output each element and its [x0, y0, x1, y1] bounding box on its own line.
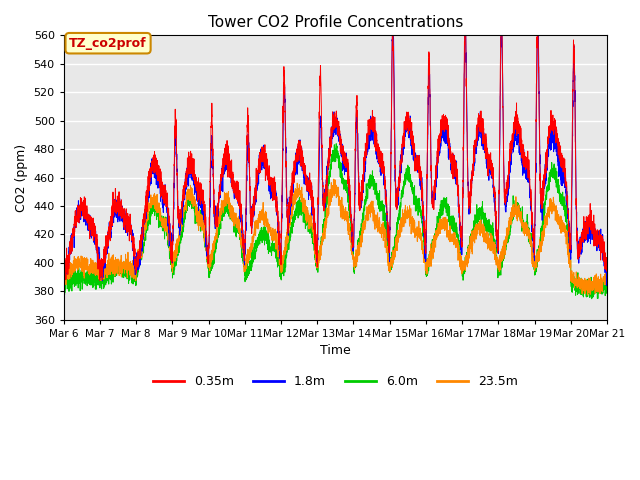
23.5m [603, 278, 611, 284]
1.8m [498, 13, 506, 19]
1.8m [488, 169, 495, 175]
0.35m [60, 269, 68, 275]
Text: TZ_co2prof: TZ_co2prof [69, 36, 147, 50]
6.0m [603, 290, 611, 296]
1.8m [603, 283, 611, 288]
6.0m [332, 141, 340, 146]
1.8m [157, 193, 165, 199]
0.35m [488, 173, 496, 179]
Legend: 0.35m, 1.8m, 6.0m, 23.5m: 0.35m, 1.8m, 6.0m, 23.5m [148, 370, 523, 393]
1.8m [315, 179, 323, 184]
0.35m [157, 177, 165, 182]
6.0m [588, 296, 596, 301]
23.5m [427, 264, 435, 269]
Line: 0.35m: 0.35m [64, 15, 607, 280]
1.8m [603, 255, 611, 261]
0.35m [96, 277, 104, 283]
Line: 6.0m: 6.0m [64, 144, 607, 299]
6.0m [488, 236, 496, 241]
1.8m [60, 261, 68, 267]
Line: 1.8m: 1.8m [64, 16, 607, 286]
23.5m [60, 268, 68, 274]
6.0m [603, 290, 611, 296]
0.35m [316, 127, 323, 132]
0.35m [457, 230, 465, 236]
23.5m [157, 215, 165, 221]
23.5m [488, 237, 496, 242]
0.35m [497, 12, 505, 18]
Title: Tower CO2 Profile Concentrations: Tower CO2 Profile Concentrations [208, 15, 463, 30]
0.35m [603, 257, 611, 263]
6.0m [457, 256, 465, 262]
0.35m [427, 168, 435, 174]
Y-axis label: CO2 (ppm): CO2 (ppm) [15, 144, 28, 212]
6.0m [157, 219, 165, 225]
23.5m [603, 278, 611, 284]
1.8m [457, 240, 465, 246]
6.0m [427, 254, 435, 260]
23.5m [457, 267, 465, 273]
6.0m [315, 251, 323, 256]
1.8m [602, 260, 610, 265]
6.0m [60, 277, 68, 283]
23.5m [315, 253, 323, 259]
Line: 23.5m: 23.5m [64, 179, 607, 295]
23.5m [584, 292, 591, 298]
1.8m [427, 156, 435, 161]
0.35m [603, 255, 611, 261]
X-axis label: Time: Time [320, 344, 351, 357]
23.5m [330, 176, 338, 182]
